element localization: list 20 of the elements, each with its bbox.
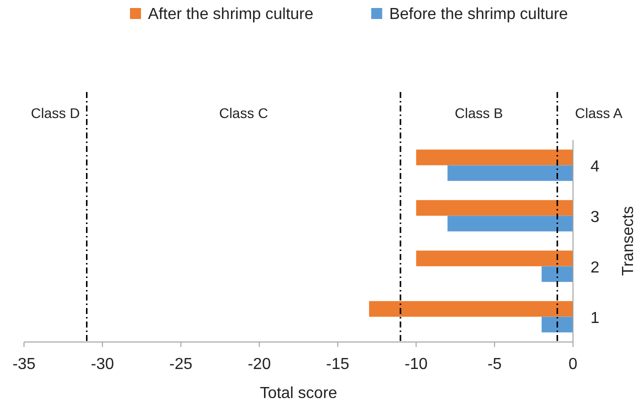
- x-tick-label: -25: [169, 356, 193, 373]
- legend-label: After the shrimp culture: [148, 6, 314, 23]
- x-tick-label: -35: [12, 356, 36, 373]
- x-tick-label: -5: [487, 356, 502, 373]
- x-axis-title: Total score: [260, 385, 338, 402]
- y-tick-label: 3: [590, 208, 600, 226]
- y-tick-label: 2: [590, 259, 600, 276]
- text: Class B: [454, 105, 504, 121]
- y-axis-title: Transects: [620, 206, 637, 276]
- x-tick-label: -20: [248, 356, 271, 373]
- x-tick-label: -10: [404, 356, 428, 373]
- text: Class C: [219, 105, 268, 121]
- y-tick-label: 1: [590, 310, 600, 327]
- x-tick-label: 0: [568, 356, 578, 373]
- legend-label: Before the shrimp culture: [389, 6, 568, 23]
- x-tick-label: -30: [90, 356, 114, 373]
- text: Class A: [575, 105, 624, 121]
- y-tick-label: 4: [590, 158, 600, 176]
- x-tick-label: -15: [326, 356, 350, 373]
- text: Class D: [30, 105, 80, 121]
